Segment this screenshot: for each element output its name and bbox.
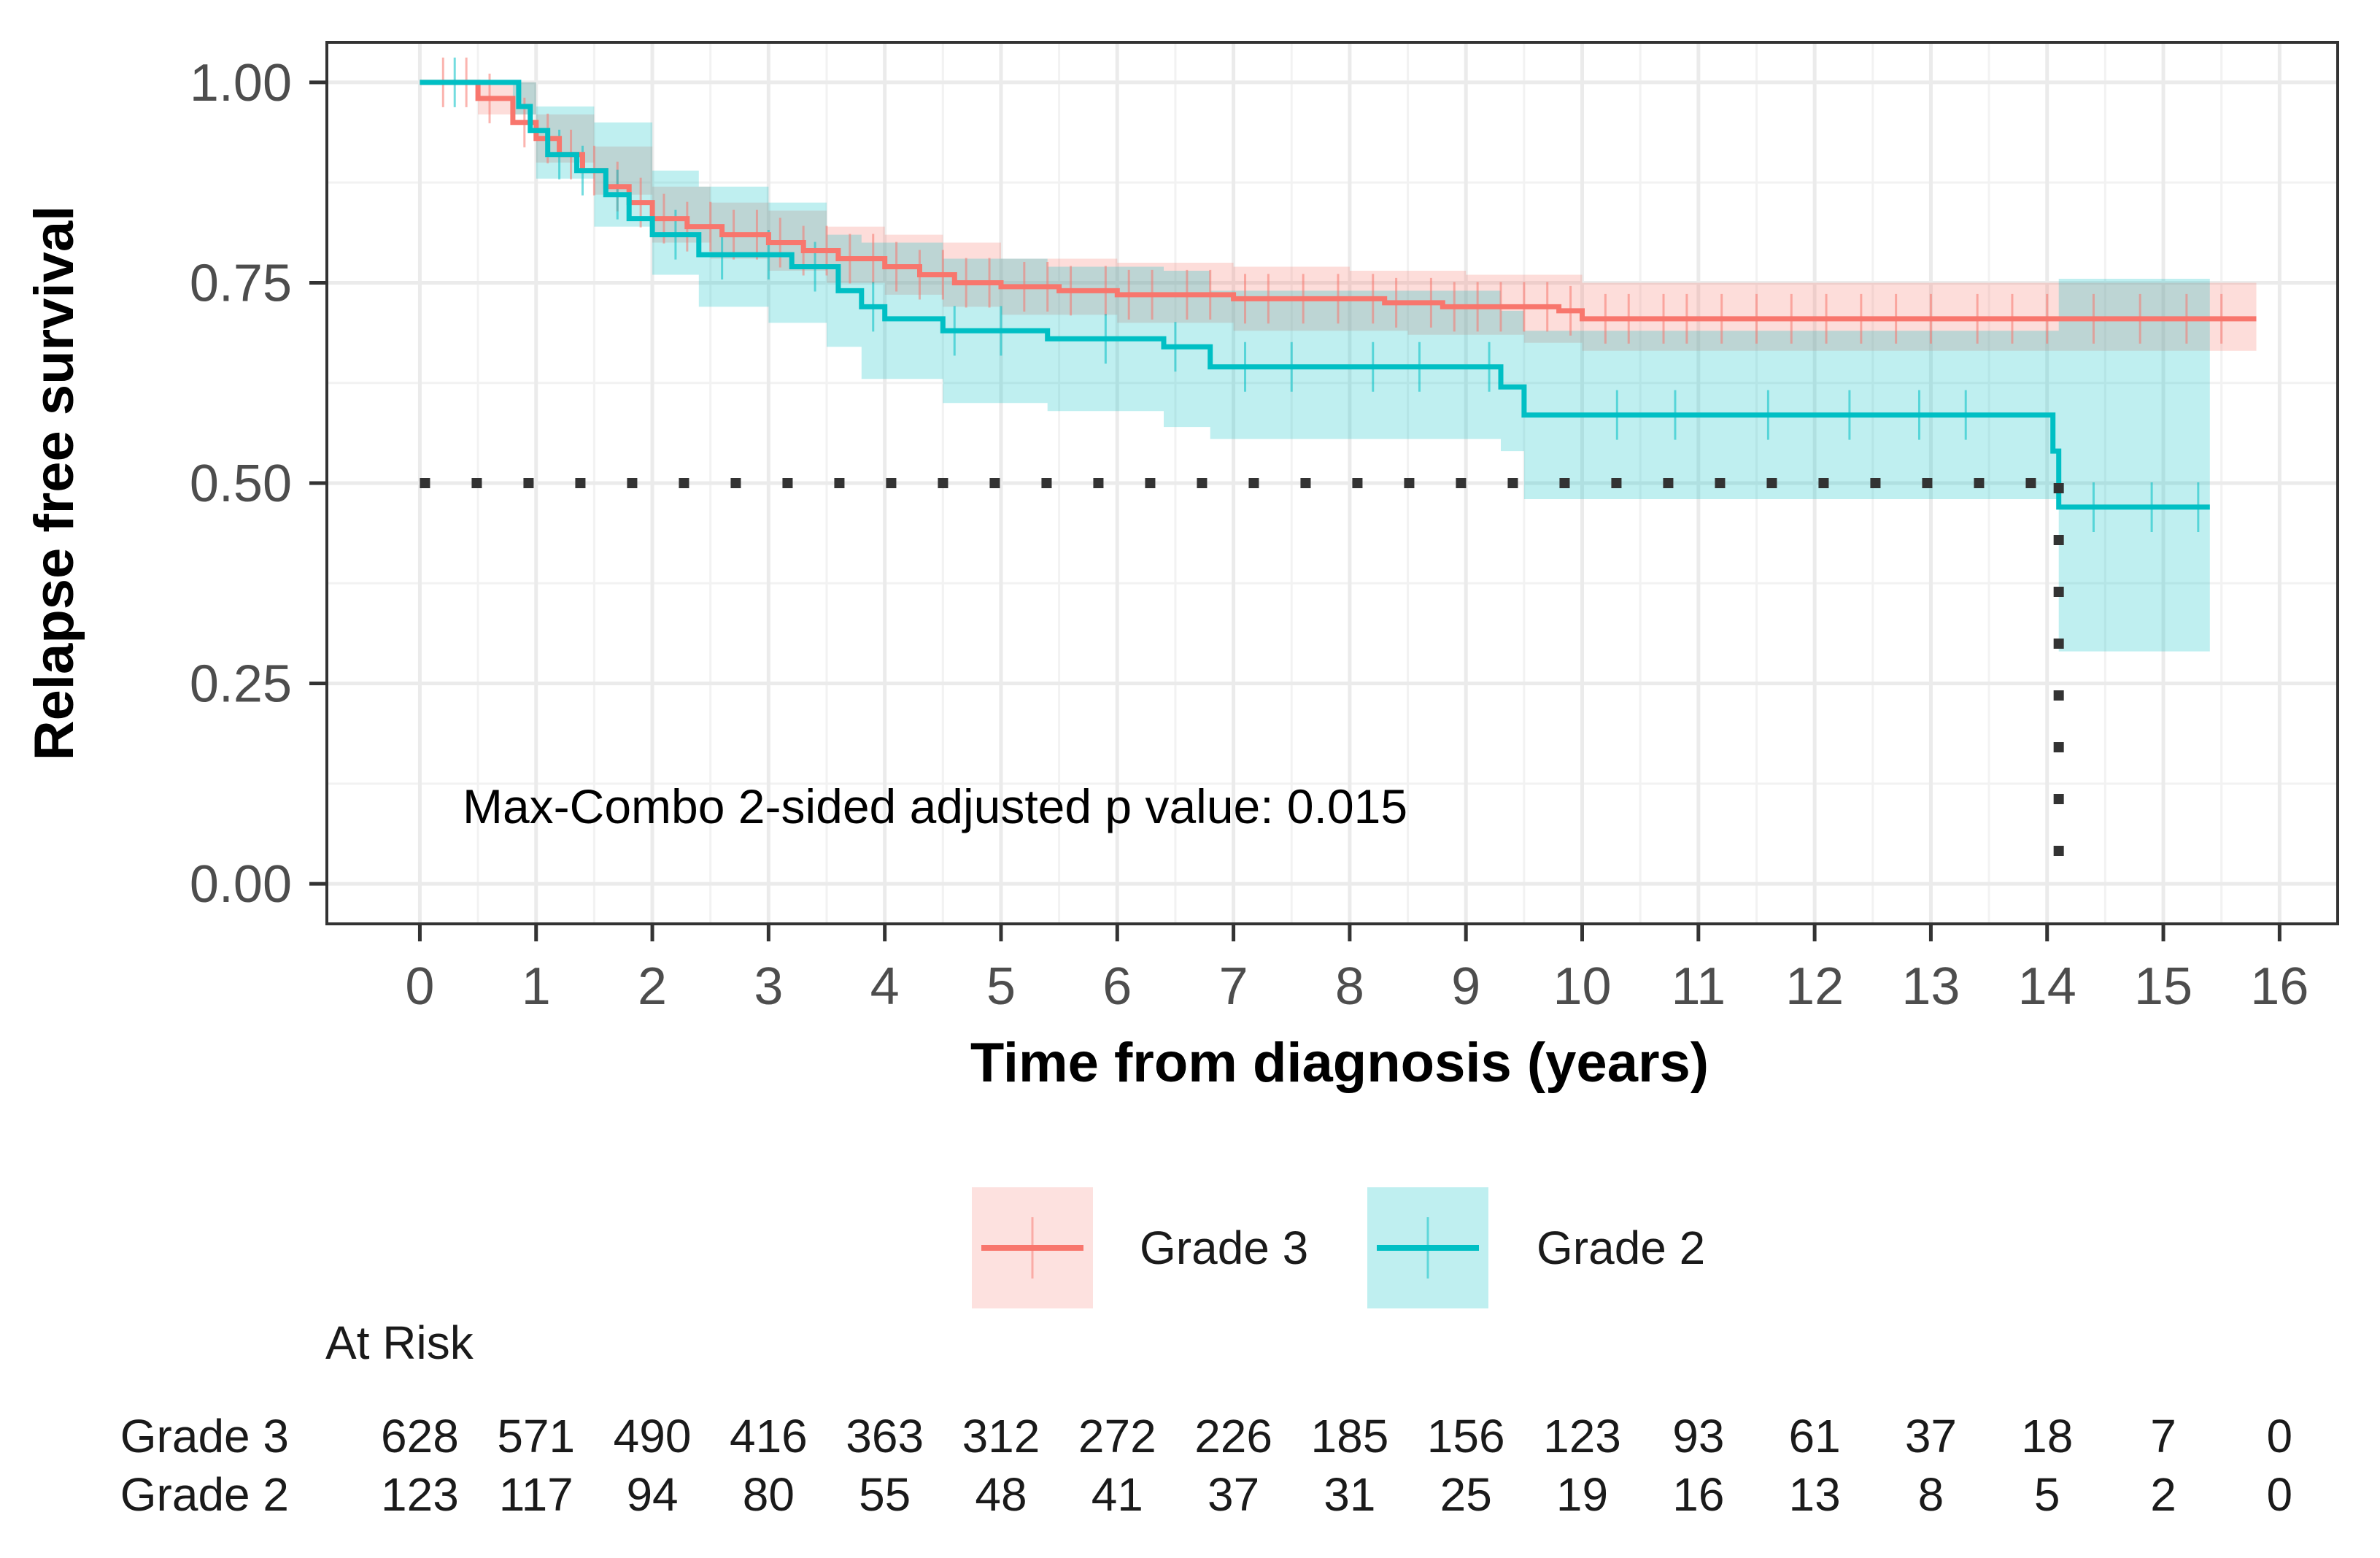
ci-band-grade-3 (420, 82, 2257, 351)
x-tick-label: 8 (1335, 957, 1364, 1016)
y-tick-label: 0.25 (190, 655, 292, 714)
at-risk-value: 363 (846, 1410, 924, 1462)
at-risk-value: 37 (1208, 1468, 1259, 1521)
at-risk-value: 55 (859, 1468, 911, 1521)
at-risk-value: 0 (2267, 1410, 2293, 1462)
x-tick-label: 13 (1901, 957, 1960, 1016)
at-risk-value: 490 (614, 1410, 692, 1462)
at-risk-title: At Risk (325, 1316, 474, 1369)
x-tick-label: 2 (638, 957, 667, 1016)
legend: Grade 3 Grade 2 (972, 1187, 1705, 1308)
x-tick-label: 16 (2250, 957, 2308, 1016)
at-risk-value: 94 (626, 1468, 678, 1521)
at-risk-value: 41 (1092, 1468, 1143, 1521)
at-risk-value: 156 (1427, 1410, 1505, 1462)
at-risk-value: 13 (1789, 1468, 1841, 1521)
at-risk-value: 185 (1311, 1410, 1389, 1462)
at-risk-value: 628 (381, 1410, 459, 1462)
at-risk-value: 80 (743, 1468, 795, 1521)
at-risk-row-label: Grade 2 (120, 1468, 289, 1521)
survival-curves (420, 80, 2257, 510)
at-risk-value: 312 (962, 1410, 1040, 1462)
x-tick-label: 15 (2134, 957, 2192, 1016)
at-risk-value: 48 (975, 1468, 1027, 1521)
y-tick-label: 0.75 (190, 254, 292, 312)
at-risk-value: 18 (2021, 1410, 2073, 1462)
x-tick-label: 10 (1553, 957, 1611, 1016)
x-axis-title: Time from diagnosis (years) (970, 1032, 1709, 1094)
grid-major (327, 42, 2338, 924)
y-tick-label: 0.00 (190, 855, 292, 914)
at-risk-table: Grade 3 628 571 490 416 363 312 272 226 185 156 123… (120, 1410, 2292, 1521)
at-risk-value: 272 (1078, 1410, 1156, 1462)
x-tick-label: 9 (1451, 957, 1480, 1016)
p-value-annotation: Max-Combo 2-sided adjusted p value: 0.01… (463, 779, 1407, 833)
legend-item-grade-3: Grade 3 (972, 1187, 1308, 1308)
y-tick-label: 0.50 (190, 455, 292, 513)
at-risk-value: 8 (1918, 1468, 1944, 1521)
x-tick-label: 12 (1785, 957, 1844, 1016)
x-tick-label: 1 (522, 957, 551, 1016)
at-risk-value: 31 (1324, 1468, 1375, 1521)
at-risk-value: 571 (497, 1410, 575, 1462)
legend-label-grade-2: Grade 2 (1537, 1222, 1705, 1274)
y-tick-label: 1.00 (190, 54, 292, 112)
x-tick-label: 5 (986, 957, 1016, 1016)
at-risk-value: 123 (381, 1468, 459, 1521)
at-risk-value: 416 (730, 1410, 808, 1462)
at-risk-row-label: Grade 3 (120, 1410, 289, 1462)
at-risk-value: 37 (1905, 1410, 1957, 1462)
at-risk-value: 7 (2150, 1410, 2176, 1462)
at-risk-value: 61 (1789, 1410, 1841, 1462)
x-tick-label: 3 (754, 957, 783, 1016)
at-risk-value: 16 (1672, 1468, 1724, 1521)
at-risk-value: 0 (2267, 1468, 2293, 1521)
at-risk-value: 117 (499, 1468, 573, 1521)
x-tick-label: 11 (1671, 957, 1726, 1016)
x-tick-label: 6 (1102, 957, 1132, 1016)
x-tick-label: 0 (405, 957, 434, 1016)
legend-item-grade-2: Grade 2 (1367, 1187, 1705, 1308)
x-tick-label: 4 (870, 957, 900, 1016)
x-tick-label: 7 (1219, 957, 1248, 1016)
at-risk-value: 123 (1543, 1410, 1621, 1462)
at-risk-value: 25 (1440, 1468, 1492, 1521)
y-axis-title: Relapse free survival (23, 206, 85, 760)
x-axis: 0 1 2 3 4 5 6 7 8 9 10 11 12 13 14 15 16 (405, 924, 2308, 1016)
x-tick-label: 14 (2018, 957, 2076, 1016)
at-risk-value: 5 (2034, 1468, 2060, 1521)
at-risk-value: 2 (2150, 1468, 2176, 1521)
at-risk-value: 226 (1194, 1410, 1272, 1462)
legend-label-grade-3: Grade 3 (1140, 1222, 1308, 1274)
y-axis: 0.00 0.25 0.50 0.75 1.00 (190, 54, 327, 914)
survival-curve-grade-2 (420, 80, 2210, 510)
at-risk-value: 19 (1556, 1468, 1608, 1521)
at-risk-value: 93 (1672, 1410, 1724, 1462)
